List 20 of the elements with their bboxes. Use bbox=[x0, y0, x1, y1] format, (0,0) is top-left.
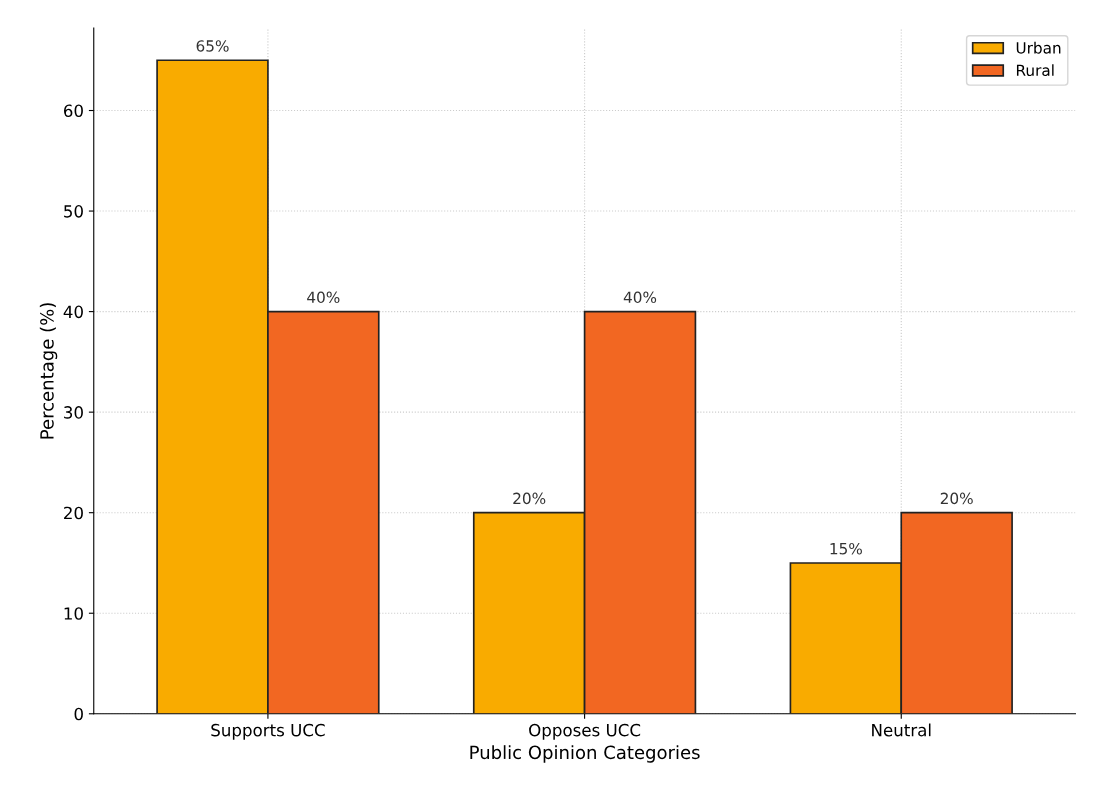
y-tick-label: 30 bbox=[64, 406, 83, 419]
legend-label: Urban bbox=[1016, 41, 1061, 54]
data-label: 20% bbox=[940, 492, 973, 505]
legend-label: Rural bbox=[1016, 64, 1054, 77]
data-label: 65% bbox=[196, 40, 229, 52]
y-tick-label: 10 bbox=[64, 607, 83, 620]
data-label: 15% bbox=[830, 542, 862, 555]
x-axis-title: Public Opinion Categories bbox=[470, 745, 700, 763]
x-tick-label: Supports UCC bbox=[211, 723, 325, 740]
y-axis-title: Percentage (%) bbox=[39, 303, 58, 439]
data-label: 40% bbox=[623, 291, 657, 304]
y-tick-label: 0 bbox=[74, 707, 83, 721]
y-tick-label: 40 bbox=[63, 305, 83, 319]
data-label: 40% bbox=[307, 291, 340, 304]
y-tick-label: 60 bbox=[63, 104, 83, 118]
x-tick-label: Neutral bbox=[872, 723, 931, 737]
x-tick-label: Opposes UCC bbox=[529, 723, 641, 740]
data-label: 20% bbox=[513, 492, 546, 505]
y-tick-label: 50 bbox=[64, 205, 83, 218]
y-tick-label: 20 bbox=[64, 506, 83, 520]
